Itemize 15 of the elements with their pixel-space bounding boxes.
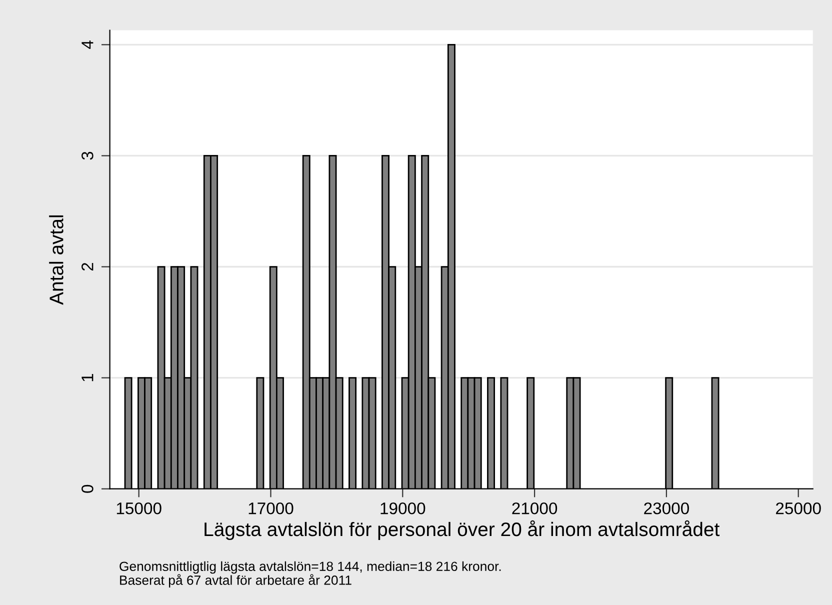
y-tick-label: 4 bbox=[82, 40, 94, 49]
y-tick-label: 2 bbox=[82, 262, 94, 271]
x-axis-title: Lägsta avtalslön för personal över 20 år inom avtalsområdet bbox=[204, 520, 720, 540]
x-tick-label: 17000 bbox=[248, 502, 294, 514]
y-tick-label: 1 bbox=[82, 374, 94, 382]
x-tick-label: 19000 bbox=[380, 502, 426, 514]
y-tick-label: 3 bbox=[82, 152, 94, 160]
y-axis-title: Antal avtal bbox=[49, 215, 64, 305]
y-tick-label: 0 bbox=[82, 484, 94, 493]
x-tick-label: 15000 bbox=[116, 502, 162, 514]
x-tick-label: 25000 bbox=[776, 502, 821, 514]
x-tick-label: 23000 bbox=[644, 502, 689, 514]
x-tick-label: 21000 bbox=[512, 502, 558, 514]
text: Baserat på 67 avtal för arbetare år 2011 bbox=[120, 574, 352, 588]
text: Genomsnittligtlig lägsta avtalslön=18 144, median=18 216 kronor. bbox=[120, 561, 501, 574]
